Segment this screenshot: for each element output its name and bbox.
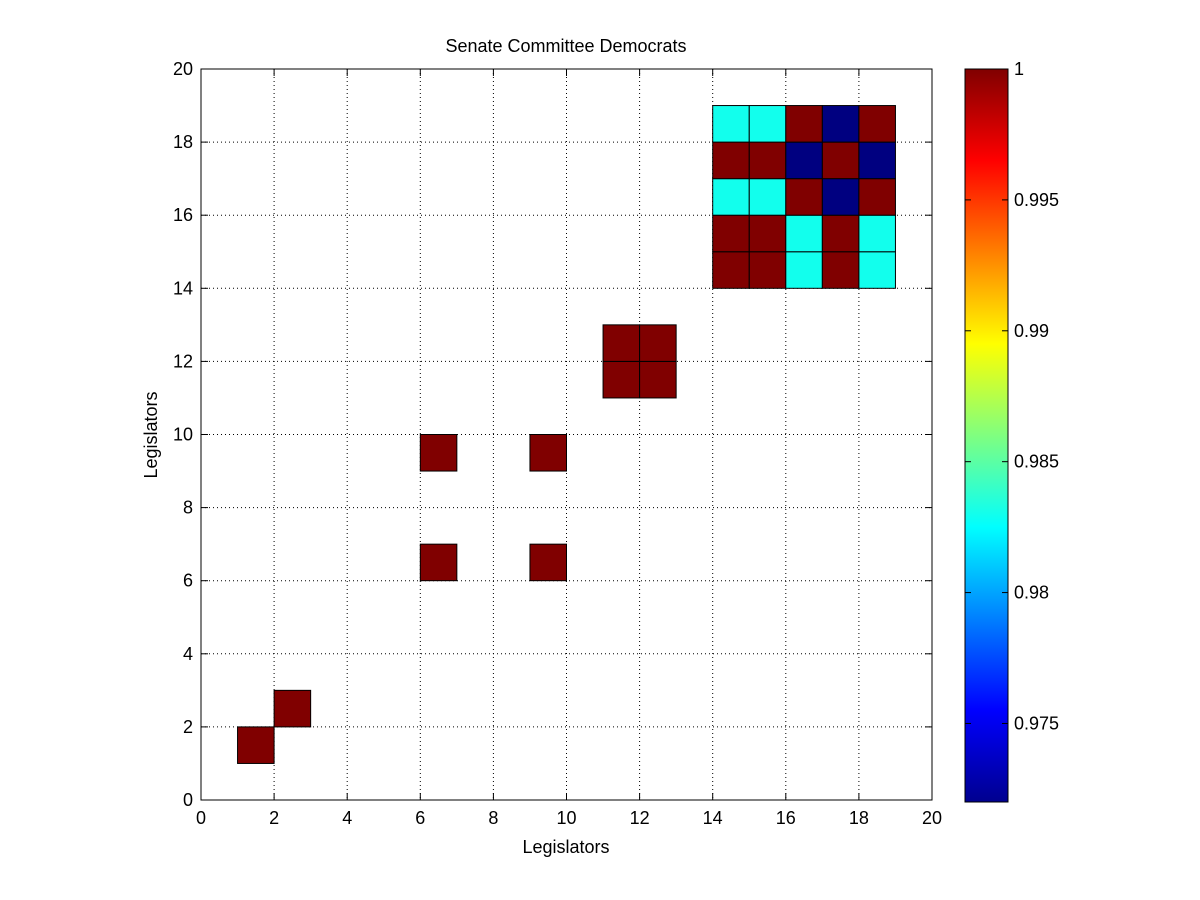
heatmap-cell xyxy=(821,251,860,289)
y-tick-label: 8 xyxy=(183,498,193,518)
heatmap-cell xyxy=(858,251,896,289)
colorbar-tick-label: 0.98 xyxy=(1014,583,1049,603)
plot-axes: 0 2 4 6 8 10 12 14 16 18 20 0 2 4 6 8 10 12 14 16 18 20 xyxy=(173,59,942,828)
heatmap-cell xyxy=(529,434,568,472)
heatmap-cell xyxy=(785,178,823,216)
heatmap-cell xyxy=(237,726,275,764)
chart-title: Senate Committee Democrats xyxy=(445,36,686,56)
y-tick-label: 0 xyxy=(183,790,193,810)
x-tick-label: 10 xyxy=(556,808,576,828)
heatmap-cell xyxy=(785,105,823,143)
y-tick-label: 10 xyxy=(173,425,193,445)
heatmap-cell xyxy=(639,324,677,362)
heatmap-cell xyxy=(602,360,641,399)
heatmap-cell xyxy=(748,105,787,143)
heatmap-cell xyxy=(858,178,896,216)
x-tick-label: 18 xyxy=(849,808,869,828)
y-axis-ticks: 0 2 4 6 8 10 12 14 16 18 20 xyxy=(173,59,932,810)
colorbar-tick-label: 0.985 xyxy=(1014,452,1059,472)
heatmap-cell xyxy=(712,178,750,216)
colorbar: 0.975 0.98 0.985 0.99 0.995 1 xyxy=(964,59,1059,803)
x-tick-label: 2 xyxy=(269,808,279,828)
y-tick-label: 4 xyxy=(183,644,193,664)
y-axis-label: Legislators xyxy=(141,391,161,478)
heatmap-cell xyxy=(858,141,896,180)
heatmap-cell xyxy=(858,214,896,253)
heatmap-cells xyxy=(237,105,896,764)
x-tick-label: 4 xyxy=(342,808,352,828)
heatmap-cell xyxy=(785,251,823,289)
y-tick-label: 6 xyxy=(183,571,193,591)
x-tick-label: 6 xyxy=(415,808,425,828)
heatmap-cell xyxy=(712,214,750,253)
heatmap-cell xyxy=(712,251,750,289)
heatmap-cell xyxy=(748,214,787,253)
x-tick-label: 20 xyxy=(922,808,942,828)
x-tick-label: 12 xyxy=(630,808,650,828)
colorbar-tick-label: 1 xyxy=(1014,59,1024,79)
heatmap-cell xyxy=(858,105,896,143)
heatmap-cell xyxy=(602,324,641,362)
x-tick-label: 0 xyxy=(196,808,206,828)
y-tick-label: 2 xyxy=(183,717,193,737)
heatmap-cell xyxy=(821,214,860,253)
y-tick-label: 12 xyxy=(173,351,193,371)
y-tick-label: 18 xyxy=(173,132,193,152)
heatmap-cell xyxy=(821,141,860,180)
colorbar-tick-label: 0.975 xyxy=(1014,713,1059,733)
heatmap-cell xyxy=(712,105,750,143)
y-tick-label: 16 xyxy=(173,205,193,225)
heatmap-cell xyxy=(419,543,458,582)
heatmap-cell xyxy=(529,543,568,582)
heatmap-cell xyxy=(639,360,677,399)
heatmap-cell xyxy=(748,178,787,216)
heatmap-cell xyxy=(273,689,312,728)
heatmap-cell xyxy=(785,141,823,180)
x-tick-label: 8 xyxy=(488,808,498,828)
heatmap-cell xyxy=(748,251,787,289)
colorbar-tick-label: 0.99 xyxy=(1014,321,1049,341)
heatmap-cell xyxy=(748,141,787,180)
y-tick-label: 14 xyxy=(173,278,193,298)
x-axis-ticks: 0 2 4 6 8 10 12 14 16 18 20 xyxy=(196,69,942,828)
x-tick-label: 16 xyxy=(776,808,796,828)
y-tick-label: 20 xyxy=(173,59,193,79)
colorbar-ticks: 0.975 0.98 0.985 0.99 0.995 1 xyxy=(965,59,1059,733)
colorbar-tick-label: 0.995 xyxy=(1014,190,1059,210)
x-tick-label: 14 xyxy=(703,808,723,828)
heatmap-cell xyxy=(821,105,860,143)
heatmap-cell xyxy=(821,178,860,216)
colorbar-gradient xyxy=(964,68,1009,803)
heatmap-cell xyxy=(785,214,823,253)
x-axis-label: Legislators xyxy=(522,837,609,857)
heatmap-cell xyxy=(712,141,750,180)
heatmap-cell xyxy=(419,434,458,472)
